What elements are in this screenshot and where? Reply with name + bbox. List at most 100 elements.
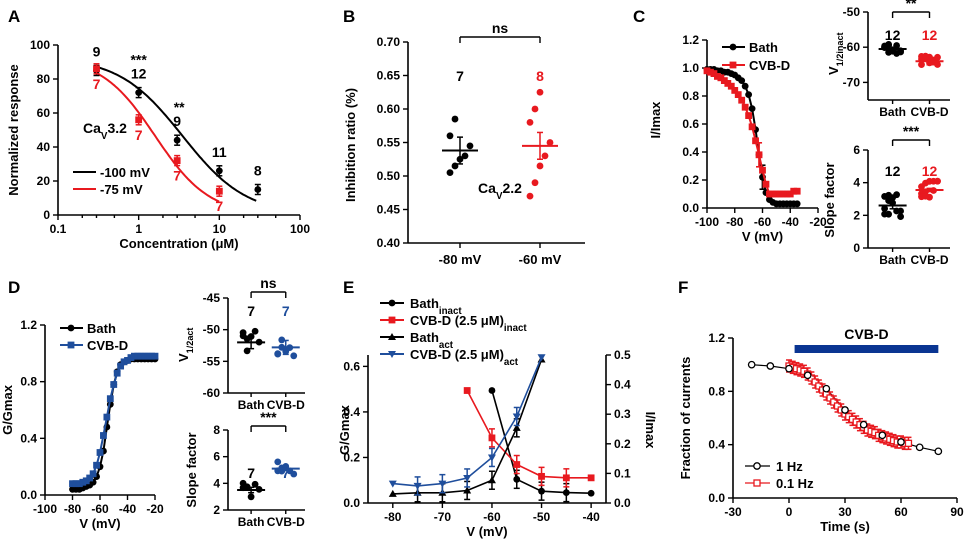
data-point — [79, 478, 87, 486]
data-point — [93, 65, 100, 73]
panel-label: D — [8, 278, 20, 297]
data-point — [922, 52, 929, 60]
legend-label: -75 mV — [100, 182, 143, 197]
y-tick-label: 0.55 — [377, 136, 401, 150]
significance-label: *** — [903, 123, 920, 139]
y-tick-label: -60 — [203, 386, 221, 400]
n-label: 7 — [282, 303, 290, 319]
data-point — [734, 91, 742, 98]
y-tick-label: 0 — [43, 208, 50, 222]
fit-curve — [706, 69, 798, 195]
n-label: 12 — [922, 27, 938, 43]
data-point — [106, 395, 114, 403]
data-point — [786, 190, 794, 198]
data-point — [793, 200, 801, 208]
n-label: 7 — [135, 127, 143, 143]
data-point — [144, 352, 152, 360]
y-tick-label: 0.0 — [708, 491, 725, 505]
data-point — [537, 354, 546, 362]
data-point — [915, 443, 924, 452]
data-point — [274, 350, 282, 358]
x-tick-label: 0.1 — [50, 222, 67, 236]
data-point — [738, 96, 746, 104]
data-point — [587, 474, 595, 482]
legend-marker — [67, 341, 75, 349]
data-point — [446, 132, 454, 140]
legend-marker — [753, 462, 761, 470]
y-tick-label: 0.4 — [343, 405, 360, 419]
data-point — [103, 413, 111, 421]
y-tick-label: 0.0 — [343, 496, 360, 510]
category-label: CVB-D — [911, 253, 949, 267]
data-point — [738, 77, 746, 84]
x-tick-label: 60 — [894, 505, 908, 519]
data-point — [512, 413, 521, 421]
y-tick-label: 80 — [37, 72, 51, 86]
x-tick-label: 10 — [213, 222, 227, 236]
data-point — [251, 480, 259, 488]
n-label: 7 — [247, 465, 255, 481]
data-point — [748, 105, 756, 112]
data-point — [120, 358, 128, 366]
data-point — [388, 480, 397, 488]
x-axis-label: Concentration (μM) — [119, 236, 238, 251]
data-point — [724, 80, 732, 87]
x-tick-label: -40 — [119, 502, 137, 516]
data-point — [779, 190, 787, 198]
data-point — [822, 384, 831, 393]
y-tick-label: 0.2 — [614, 437, 631, 451]
n-label: 9 — [173, 113, 181, 129]
data-point — [897, 438, 905, 446]
data-point — [766, 362, 775, 370]
data-point — [741, 82, 749, 90]
legend-marker — [388, 351, 396, 358]
data-point — [513, 475, 521, 483]
data-point — [793, 187, 801, 195]
data-point — [137, 352, 145, 360]
data-point — [748, 123, 756, 131]
y-tick-label: 0.6 — [343, 359, 360, 373]
legend-label: Bath — [749, 40, 778, 55]
panel-label: F — [678, 278, 688, 297]
legend-marker — [729, 61, 737, 69]
data-point — [513, 461, 521, 468]
significance-label: *** — [130, 52, 147, 68]
data-point — [446, 169, 454, 177]
legend-label: 1 Hz — [776, 459, 803, 474]
y-tick-label: 0.8 — [20, 375, 37, 389]
y-tick-label: 6 — [213, 450, 220, 464]
data-point — [451, 162, 459, 170]
panel-label: C — [633, 7, 645, 26]
legend-label: CVB-D (2.5 μM)act — [410, 347, 519, 368]
data-point — [113, 369, 121, 377]
data-point — [274, 458, 282, 466]
y-tick-label: 4 — [853, 176, 860, 190]
y-tick-label: 0.0 — [682, 201, 699, 215]
data-point — [546, 139, 554, 146]
n-label: 7 — [93, 76, 101, 92]
y-tick-label: -50 — [203, 323, 221, 337]
panel-label: A — [8, 7, 20, 26]
n-label: 12 — [885, 27, 901, 43]
data-point — [254, 186, 262, 193]
x-tick-label: -20 — [146, 502, 164, 516]
data-point — [531, 105, 539, 113]
data-point — [239, 332, 247, 340]
y-tick-label: 0.40 — [377, 236, 401, 250]
data-point — [562, 474, 570, 482]
data-point — [922, 192, 929, 200]
n-label: 7 — [247, 303, 255, 319]
annotation-label: CaV3.2 — [83, 120, 127, 142]
data-point — [783, 190, 791, 198]
x-tick-label: -100 — [695, 215, 719, 229]
x-tick-label: -80 — [726, 215, 744, 229]
data-point — [135, 116, 143, 124]
data-point — [745, 112, 753, 119]
data-point — [173, 157, 181, 164]
y-tick-label: 0 — [853, 241, 860, 255]
fit-curve — [96, 72, 220, 203]
y-tick-label: 1.2 — [682, 33, 699, 47]
x-tick-label: -40 — [782, 215, 800, 229]
y-axis-label: Slope factor — [184, 432, 199, 507]
y-tick-label: 0.4 — [614, 378, 631, 392]
